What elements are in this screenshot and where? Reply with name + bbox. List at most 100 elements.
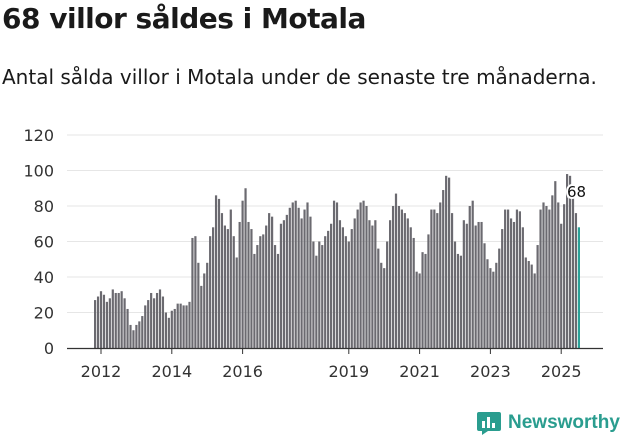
bar xyxy=(271,216,274,348)
bar xyxy=(158,289,162,348)
bar xyxy=(483,243,486,348)
bar xyxy=(235,257,238,348)
bar xyxy=(471,200,474,348)
bar xyxy=(359,202,362,348)
y-tick-label: 120 xyxy=(23,126,54,145)
bar xyxy=(533,273,536,348)
bar xyxy=(465,223,468,348)
bar xyxy=(571,184,575,348)
bar xyxy=(114,292,117,348)
bar xyxy=(480,221,483,348)
bar xyxy=(445,175,448,348)
bar xyxy=(276,253,280,348)
bar xyxy=(170,310,173,348)
bar xyxy=(448,177,451,348)
x-tick-label: 2016 xyxy=(222,362,263,381)
bar xyxy=(297,207,300,348)
bar-latest xyxy=(577,227,580,348)
bar xyxy=(456,253,460,348)
bar xyxy=(557,202,560,348)
bar xyxy=(318,241,321,348)
bar xyxy=(377,248,380,348)
brand-footer[interactable]: Newsworthy xyxy=(476,409,620,437)
bar xyxy=(262,234,265,348)
bar xyxy=(232,236,235,348)
bar xyxy=(427,234,430,348)
bar xyxy=(436,213,439,348)
bar xyxy=(167,317,170,348)
bar xyxy=(554,181,557,348)
bar xyxy=(285,214,288,349)
y-tick-label: 80 xyxy=(34,197,54,216)
bars xyxy=(94,174,580,349)
bar xyxy=(560,223,563,348)
bar xyxy=(468,206,471,348)
bar xyxy=(477,221,480,348)
bar xyxy=(206,262,209,348)
bar xyxy=(250,229,253,348)
bar xyxy=(238,221,241,348)
bar xyxy=(129,324,132,348)
bar xyxy=(415,271,418,348)
bar xyxy=(214,195,218,348)
bar xyxy=(341,227,344,348)
bar xyxy=(418,273,421,348)
bar xyxy=(256,245,259,348)
bar xyxy=(424,253,427,348)
bar xyxy=(141,316,144,348)
bar xyxy=(486,259,489,348)
bar xyxy=(203,273,206,348)
bar xyxy=(191,237,194,348)
y-tick-label: 100 xyxy=(23,162,54,181)
bar xyxy=(536,245,539,348)
bar xyxy=(161,296,165,348)
bar xyxy=(176,303,179,349)
bar xyxy=(412,237,415,348)
x-tick-label: 2021 xyxy=(399,362,440,381)
bar xyxy=(253,253,256,348)
bar xyxy=(527,261,530,348)
x-tick-label: 2025 xyxy=(541,362,582,381)
bar xyxy=(515,209,519,348)
bar xyxy=(282,220,285,348)
bar xyxy=(188,301,191,348)
bar xyxy=(102,294,106,348)
bar xyxy=(229,209,232,348)
bar xyxy=(105,301,108,348)
bar xyxy=(489,268,492,349)
y-tick-label: 0 xyxy=(44,339,54,358)
y-tick-label: 20 xyxy=(34,304,54,323)
bar xyxy=(300,218,303,348)
bar xyxy=(347,241,350,348)
x-tick-label: 2019 xyxy=(328,362,369,381)
bar xyxy=(150,292,153,348)
bar xyxy=(344,236,347,348)
bar xyxy=(439,202,442,348)
bar xyxy=(217,198,221,348)
bar xyxy=(338,220,342,348)
bar xyxy=(409,227,412,348)
bar xyxy=(321,245,324,348)
bar xyxy=(309,216,312,348)
bar xyxy=(132,330,135,348)
bar xyxy=(492,271,495,348)
bar xyxy=(223,225,226,348)
bar xyxy=(389,220,392,348)
bar xyxy=(421,252,424,348)
x-tick-label: 2012 xyxy=(81,362,122,381)
bar xyxy=(153,298,156,348)
bar xyxy=(548,209,551,348)
bar xyxy=(226,229,229,348)
bar xyxy=(406,218,409,348)
bar xyxy=(362,200,365,348)
bar xyxy=(353,218,356,348)
y-tick-label: 60 xyxy=(34,233,54,252)
bar xyxy=(509,218,513,348)
bar xyxy=(335,202,339,348)
bar xyxy=(117,292,120,348)
bar xyxy=(521,227,524,348)
bar xyxy=(350,229,353,348)
bar xyxy=(247,221,250,348)
bar xyxy=(123,298,126,348)
axes: 0 20 40 60 80 100 120 2012 2014 2016 2019 2021 2023 2… xyxy=(23,126,603,381)
